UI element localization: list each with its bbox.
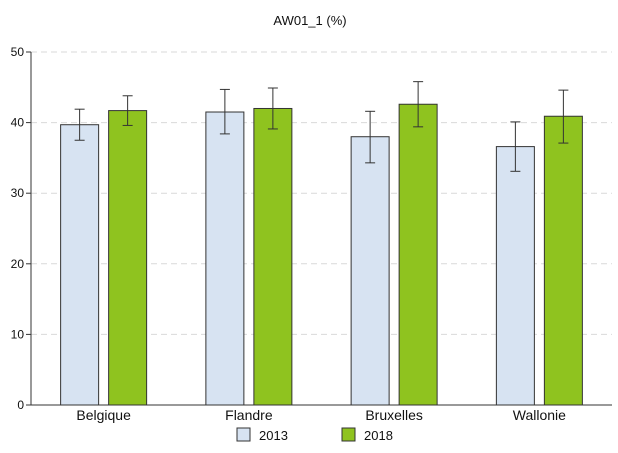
x-tick-label: Bruxelles	[365, 407, 423, 423]
x-tick-label: Belgique	[76, 407, 131, 423]
bar	[60, 124, 100, 406]
x-tick-label: Flandre	[225, 407, 273, 423]
legend-label: 2013	[259, 428, 288, 443]
y-tick-label: 10	[11, 327, 25, 341]
legend: 2013 2018	[236, 427, 393, 443]
bar	[398, 103, 438, 406]
bar	[350, 136, 390, 406]
legend-swatch	[236, 427, 251, 442]
y-tick-label: 30	[11, 186, 25, 200]
bar	[108, 110, 148, 406]
axes: 0 10 20 30 40 50 Belgique Flandre Bruxelles Wallo…	[11, 45, 612, 423]
bars	[60, 81, 583, 406]
bar	[205, 111, 245, 406]
y-tick-label: 40	[11, 116, 25, 130]
y-tick-label: 0	[17, 398, 24, 412]
bar	[495, 146, 535, 406]
y-tick-label: 20	[11, 257, 25, 271]
bar	[543, 115, 583, 406]
legend-label: 2018	[364, 428, 393, 443]
bar	[253, 107, 293, 406]
legend-swatch	[341, 427, 356, 442]
chart-title: AW01_1 (%)	[273, 13, 346, 28]
y-tick-label: 50	[11, 45, 25, 59]
x-tick-label: Wallonie	[513, 407, 566, 423]
